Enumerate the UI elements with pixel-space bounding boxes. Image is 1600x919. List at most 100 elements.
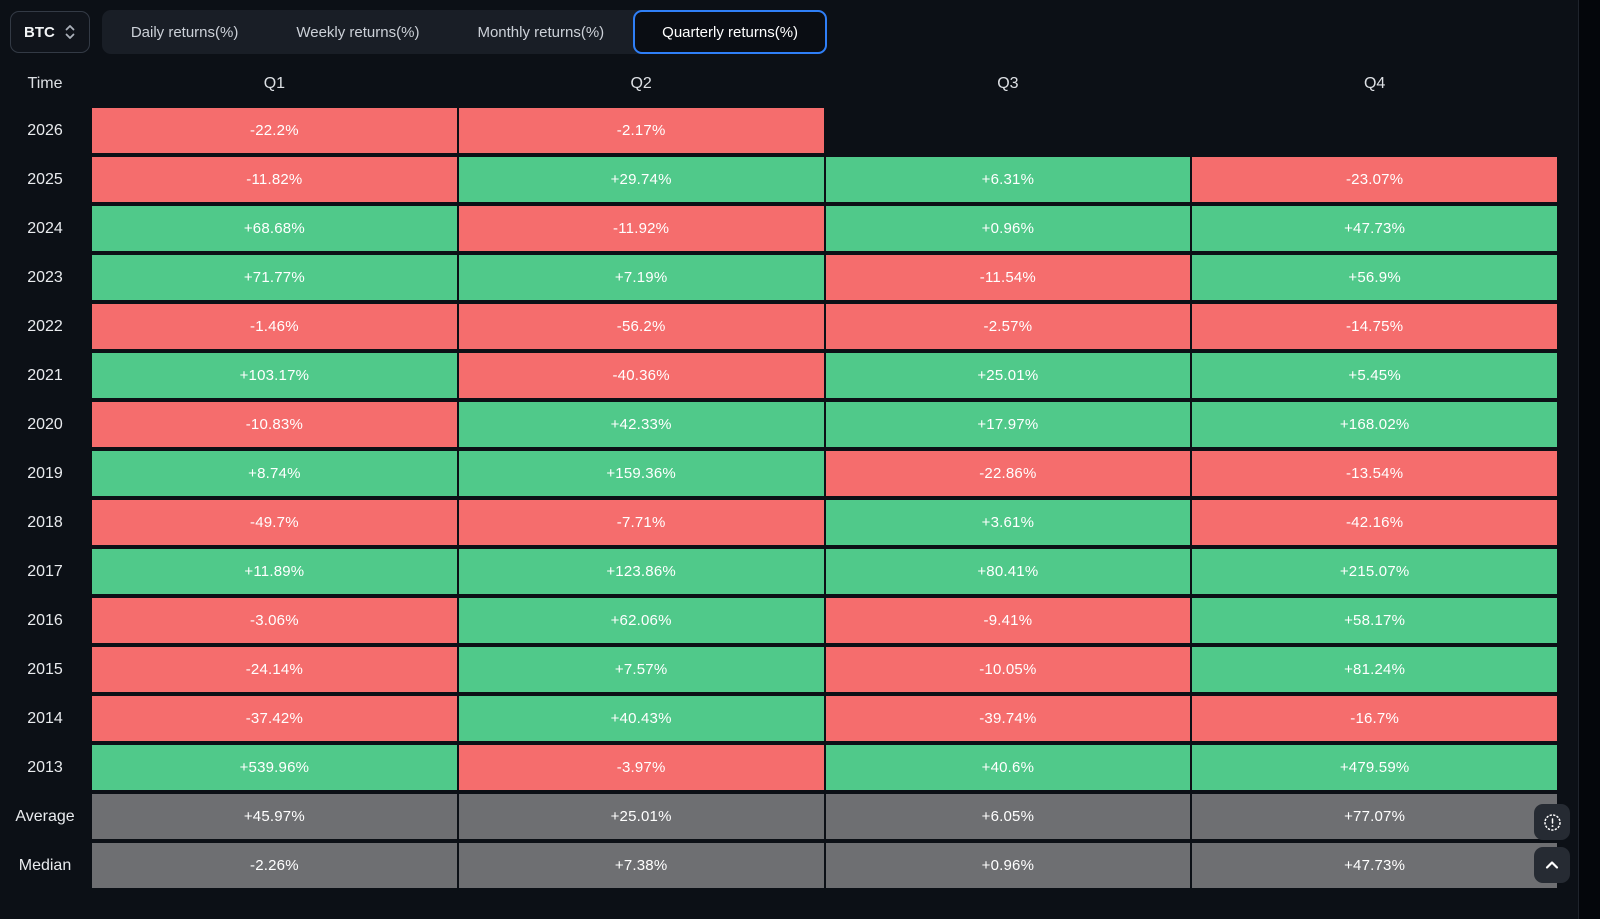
row-label: 2018 [27, 514, 63, 531]
return-cell: +58.17% [1192, 598, 1557, 643]
table-row: Average +45.97% +25.01% +6.05% +77.07% [0, 794, 1557, 839]
table-row: 2015 -24.14% +7.57% -10.05% +81.24% [0, 647, 1557, 692]
row-label: Median [18, 857, 72, 874]
table-row: 2019 +8.74% +159.36% -22.86% -13.54% [0, 451, 1557, 496]
return-cell: +479.59% [1192, 745, 1557, 790]
return-cell: -3.97% [458, 745, 824, 790]
return-cell: +40.6% [825, 745, 1191, 790]
return-cell: +17.97% [825, 402, 1191, 447]
return-cell: +6.05% [825, 794, 1191, 839]
report-issue-button[interactable] [1534, 804, 1570, 840]
return-cell: +47.73% [1192, 843, 1557, 888]
return-cell: -22.2% [92, 108, 457, 153]
header-time: Time [27, 75, 63, 92]
row-label: 2019 [27, 465, 63, 482]
return-cell: -23.07% [1192, 157, 1557, 202]
table-row: 2024 +68.68% -11.92% +0.96% +47.73% [0, 206, 1557, 251]
return-cell: +11.89% [92, 549, 457, 594]
row-label: 2014 [27, 710, 63, 727]
scrollbar-track[interactable] [1578, 0, 1600, 919]
table-body: 2026 -22.2% -2.17% 2025 -11.82% +29.74% +6.31%… [0, 108, 1557, 888]
tab-quarterly-returns[interactable]: Quarterly returns(%) [633, 10, 828, 54]
return-cell: -11.92% [458, 206, 824, 251]
row-label: 2025 [27, 171, 63, 188]
return-cell: -11.54% [825, 255, 1191, 300]
row-label: 2016 [27, 612, 63, 629]
badge-exclamation-icon [1542, 812, 1563, 833]
return-cell: -2.17% [458, 108, 824, 153]
return-cell: +40.43% [458, 696, 824, 741]
return-cell: -42.16% [1192, 500, 1557, 545]
return-cell: +3.61% [825, 500, 1191, 545]
return-cell: +80.41% [825, 549, 1191, 594]
row-label: 2022 [27, 318, 63, 335]
return-cell: -13.54% [1192, 451, 1557, 496]
table-row: 2017 +11.89% +123.86% +80.41% +215.07% [0, 549, 1557, 594]
table-row: 2021 +103.17% -40.36% +25.01% +5.45% [0, 353, 1557, 398]
return-cell: +215.07% [1192, 549, 1557, 594]
tab-weekly-returns[interactable]: Weekly returns(%) [296, 23, 420, 41]
return-cell: +539.96% [92, 745, 457, 790]
table-row: Median -2.26% +7.38% +0.96% +47.73% [0, 843, 1557, 888]
header-q1: Q1 [263, 75, 286, 92]
return-cell: +103.17% [92, 353, 457, 398]
return-cell: -16.7% [1192, 696, 1557, 741]
return-cell [826, 108, 1191, 153]
return-cell: -37.42% [92, 696, 457, 741]
row-label: 2017 [27, 563, 63, 580]
table-row: 2023 +71.77% +7.19% -11.54% +56.9% [0, 255, 1557, 300]
table-row: 2020 -10.83% +42.33% +17.97% +168.02% [0, 402, 1557, 447]
return-cell: -2.26% [92, 843, 457, 888]
symbol-selector[interactable]: BTC [10, 11, 90, 53]
return-cell: -39.74% [825, 696, 1191, 741]
chevron-up-icon [1542, 855, 1562, 875]
return-cell: +62.06% [458, 598, 824, 643]
row-label: 2023 [27, 269, 63, 286]
quarterly-returns-table: Time Q1 Q2 Q3 Q4 2026 -22.2% -2.17% 2025 -11… [0, 64, 1557, 888]
return-cell: +7.57% [458, 647, 824, 692]
return-cell: +42.33% [458, 402, 824, 447]
return-cell [1192, 108, 1557, 153]
return-cell: +6.31% [825, 157, 1191, 202]
table-header-row: Time Q1 Q2 Q3 Q4 [0, 64, 1557, 104]
return-cell: +25.01% [825, 353, 1191, 398]
return-cell: -10.83% [92, 402, 457, 447]
return-cell: +47.73% [1192, 206, 1557, 251]
return-cell: -14.75% [1192, 304, 1557, 349]
tab-daily-returns[interactable]: Daily returns(%) [130, 23, 239, 41]
table-row: 2018 -49.7% -7.71% +3.61% -42.16% [0, 500, 1557, 545]
returns-period-tabs: Daily returns(%) Weekly returns(%) Month… [101, 10, 828, 54]
return-cell: +81.24% [1192, 647, 1557, 692]
row-label: 2021 [27, 367, 63, 384]
return-cell: +68.68% [92, 206, 457, 251]
tab-monthly-returns[interactable]: Monthly returns(%) [477, 23, 605, 41]
return-cell: +77.07% [1192, 794, 1557, 839]
return-cell: +168.02% [1192, 402, 1557, 447]
return-cell: +45.97% [92, 794, 457, 839]
header-q4: Q4 [1363, 75, 1386, 92]
return-cell: -1.46% [92, 304, 457, 349]
symbol-selector-value: BTC [24, 23, 55, 41]
return-cell: +56.9% [1192, 255, 1557, 300]
return-cell: +7.19% [458, 255, 824, 300]
return-cell: +71.77% [92, 255, 457, 300]
row-label: 2024 [27, 220, 63, 237]
table-row: 2025 -11.82% +29.74% +6.31% -23.07% [0, 157, 1557, 202]
header-q2: Q2 [630, 75, 652, 92]
row-label: 2015 [27, 661, 63, 678]
return-cell: -56.2% [458, 304, 824, 349]
floating-button-group [1534, 804, 1570, 883]
select-updown-icon [64, 23, 76, 41]
return-cell: -24.14% [92, 647, 457, 692]
scroll-to-top-button[interactable] [1534, 847, 1570, 883]
return-cell: -7.71% [458, 500, 824, 545]
table-row: 2013 +539.96% -3.97% +40.6% +479.59% [0, 745, 1557, 790]
return-cell: -11.82% [92, 157, 457, 202]
return-cell: +123.86% [458, 549, 824, 594]
return-cell: +29.74% [458, 157, 824, 202]
table-row: 2014 -37.42% +40.43% -39.74% -16.7% [0, 696, 1557, 741]
return-cell: -40.36% [458, 353, 824, 398]
return-cell: -22.86% [825, 451, 1191, 496]
return-cell: +5.45% [1192, 353, 1557, 398]
header-q3: Q3 [997, 75, 1019, 92]
